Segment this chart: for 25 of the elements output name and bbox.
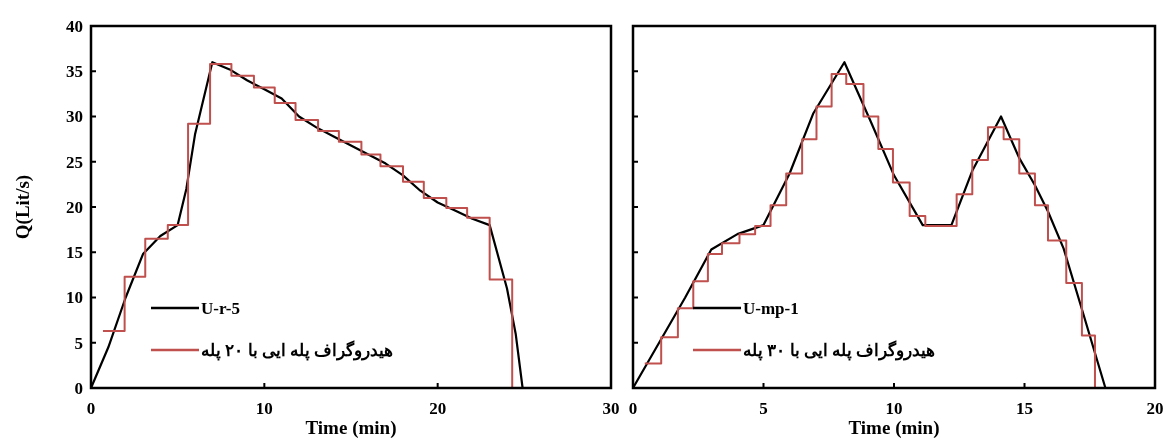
x-tick-label: 20 bbox=[1146, 399, 1164, 418]
x-tick-label: 0 bbox=[86, 399, 96, 418]
legend-label: هیدروگراف پله ایی با ۲۰ پله bbox=[201, 340, 394, 361]
y-tick-label: 15 bbox=[66, 243, 83, 263]
x-axis-title: Time (min) bbox=[848, 417, 940, 439]
y-tick-label: 20 bbox=[66, 197, 83, 217]
y-tick-label: 35 bbox=[66, 62, 83, 82]
x-tick-label: 5 bbox=[759, 399, 768, 418]
y-tick-label: 40 bbox=[66, 16, 83, 36]
x-tick-label: 15 bbox=[1016, 399, 1033, 418]
y-tick-label: 10 bbox=[66, 288, 83, 308]
y-tick-label: 5 bbox=[74, 333, 83, 353]
y-tick-label: 25 bbox=[66, 152, 83, 172]
y-tick-label: 30 bbox=[66, 107, 83, 127]
x-tick-label: 20 bbox=[429, 399, 447, 418]
legend-label: U-r-5 bbox=[201, 299, 241, 318]
y-axis-title: Q(Lit/s) bbox=[12, 174, 34, 240]
y-tick-label: 0 bbox=[74, 378, 83, 398]
x-tick-label: 30 bbox=[602, 399, 620, 418]
x-tick-label: 0 bbox=[628, 399, 638, 418]
x-tick-label: 10 bbox=[255, 399, 273, 418]
legend-label: هیدروگراف پله ایی با ۳۰ پله bbox=[743, 340, 936, 361]
x-tick-label: 10 bbox=[885, 399, 903, 418]
x-axis-title: Time (min) bbox=[305, 417, 397, 439]
legend-label: U-mp-1 bbox=[743, 299, 799, 318]
